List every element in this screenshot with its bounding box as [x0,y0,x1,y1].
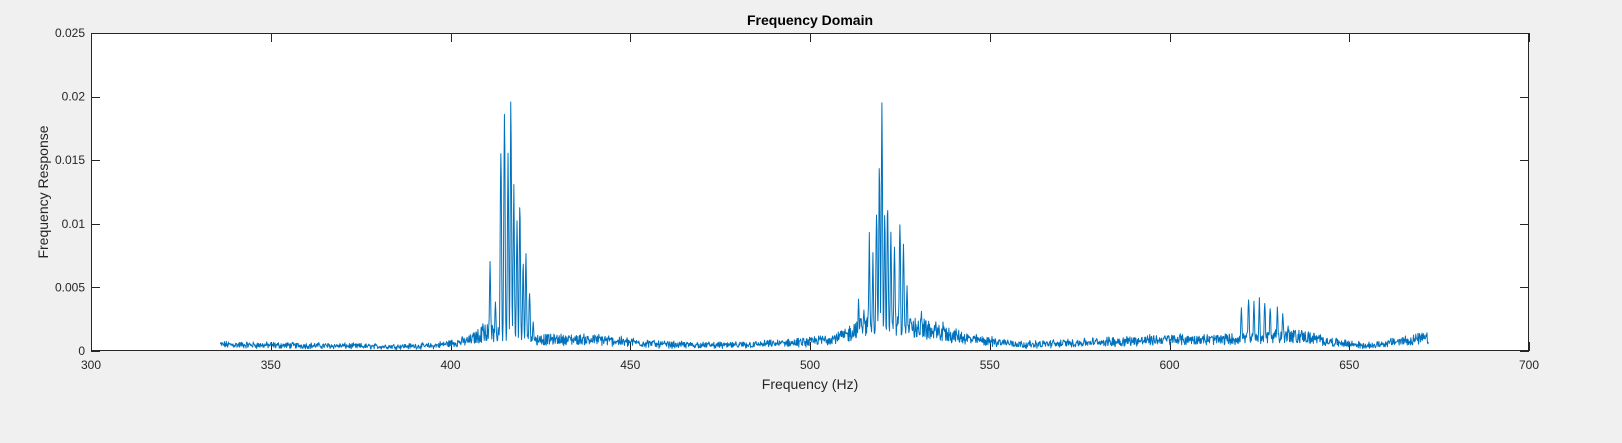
plot-box [91,33,1529,351]
x-tick-label: 300 [81,358,101,372]
chart-title: Frequency Domain [747,12,873,28]
y-tick-label: 0.025 [55,26,85,40]
x-tick-label: 500 [800,358,820,372]
y-tick-label: 0 [78,344,85,358]
y-tick-labels: 0 0.005 0.01 0.015 0.02 0.025 [55,26,85,358]
y-tick-label: 0.01 [62,217,86,231]
x-tick-label: 550 [980,358,1000,372]
x-tick-label: 400 [440,358,460,372]
signal-line-group [219,101,1429,351]
plot-area [91,33,1529,351]
x-axis-label: Frequency (Hz) [762,376,858,392]
y-axis-label: Frequency Response [35,125,51,258]
x-tick-labels: 300 350 400 450 500 550 600 650 700 [81,358,1539,372]
x-tick-label: 700 [1519,358,1539,372]
y-tick-label: 0.02 [62,90,86,104]
y-tick-label: 0.015 [55,153,85,167]
x-tick-label: 650 [1339,358,1359,372]
y-tick-label: 0.005 [55,280,85,294]
x-tick-label: 600 [1159,358,1179,372]
frequency-response-line [219,101,1429,351]
x-tick-label: 350 [261,358,281,372]
x-tick-label: 450 [620,358,640,372]
